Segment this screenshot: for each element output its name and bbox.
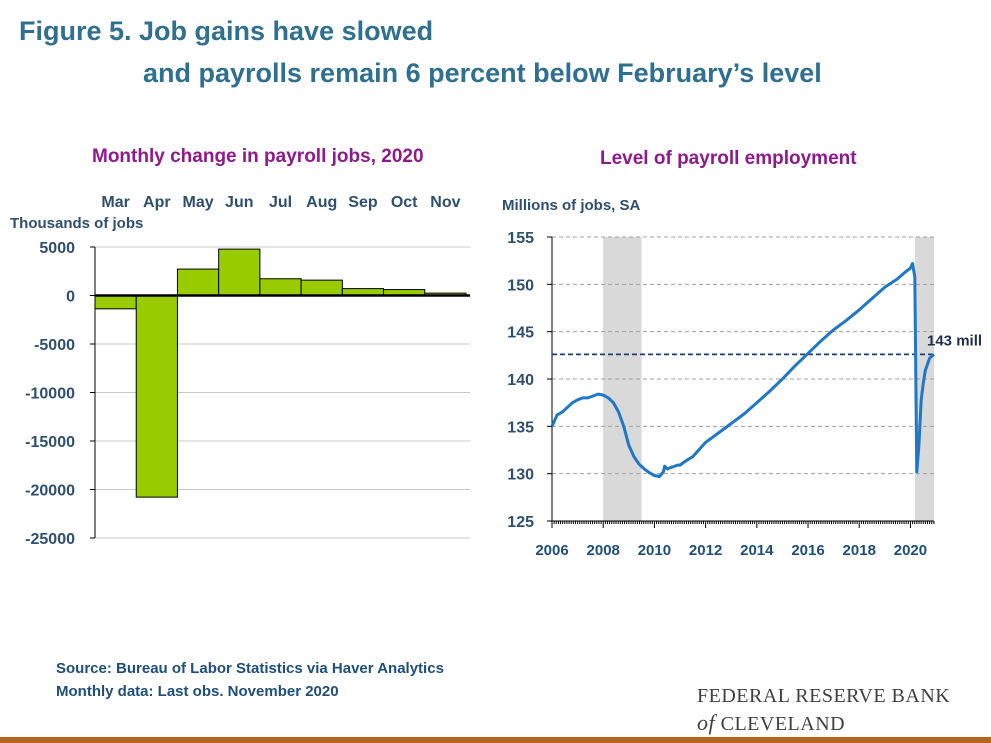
line-xtick-label: 2014: [740, 542, 774, 559]
line-ytick-label: 135: [507, 419, 534, 436]
figure-title-line1: Figure 5. Job gains have slowed: [19, 16, 434, 46]
payroll-employment-line: [550, 262, 935, 478]
bar-jun: [218, 248, 261, 296]
line-xtick-label: 2016: [791, 542, 824, 559]
bar-ytick-label: -10000: [25, 386, 75, 403]
bar-jul: [259, 278, 302, 297]
line-xtick-label: 2020: [894, 542, 927, 559]
line-ytick-label: 125: [507, 514, 534, 531]
bar-apr: [135, 295, 178, 498]
logo-line1: FEDERAL RESERVE BANK: [697, 685, 951, 707]
bar-ytick-label: 5000: [39, 240, 75, 257]
bar-ytick-label: -15000: [25, 434, 75, 451]
line-ytick-label: 130: [507, 467, 534, 484]
line-ytick-label: 145: [507, 325, 534, 342]
line-xtick-label: 2006: [535, 542, 568, 559]
bar-ytick-label: -5000: [34, 337, 75, 354]
bar-chart-title: Monthly change in payroll jobs, 2020: [92, 146, 424, 167]
reference-line-label: 143 mill: [927, 332, 982, 349]
line-xtick-label: 2008: [587, 542, 620, 559]
bar-category-label: Jul: [269, 194, 292, 211]
bar-ytick-label: -20000: [25, 483, 75, 500]
line-chart-ylabel: Millions of jobs, SA: [502, 197, 641, 214]
bar-category-label: Aug: [306, 194, 337, 211]
line-xtick-label: 2018: [843, 542, 876, 559]
line-ytick-label: 140: [507, 372, 534, 389]
line-xtick-label: 2012: [689, 542, 722, 559]
bar-category-label: Sep: [348, 194, 378, 211]
bar-aug: [300, 279, 343, 296]
footer-bar: [0, 737, 991, 743]
bar-ytick-label: -25000: [25, 531, 75, 548]
line-ytick-label: 155: [507, 230, 534, 247]
source-line1: Source: Bureau of Labor Statistics via H…: [56, 660, 444, 677]
bar-may: [176, 268, 220, 297]
bar-mar: [94, 295, 137, 310]
source-line2: Monthly data: Last obs. November 2020: [56, 683, 339, 700]
figure-title-line2: and payrolls remain 6 percent below Febr…: [143, 58, 822, 88]
bar-category-label: Mar: [101, 194, 129, 211]
bar-chart-ylabel: Thousands of jobs: [10, 215, 144, 232]
line-chart-title: Level of payroll employment: [600, 148, 857, 169]
bar-ytick-label: 0: [66, 289, 75, 306]
logo-line2-prefix: of: [697, 710, 716, 735]
logo-line2: of CLEVELAND: [697, 710, 845, 736]
line-xtick-label: 2010: [638, 542, 671, 559]
bar-category-label: Oct: [391, 194, 418, 211]
bar-category-label: Apr: [143, 194, 171, 211]
bar-category-label: May: [182, 194, 213, 211]
line-ytick-label: 150: [507, 277, 534, 294]
bar-category-label: Nov: [430, 194, 460, 211]
logo-line2-name: CLEVELAND: [720, 713, 846, 735]
bar-category-label: Jun: [225, 194, 253, 211]
